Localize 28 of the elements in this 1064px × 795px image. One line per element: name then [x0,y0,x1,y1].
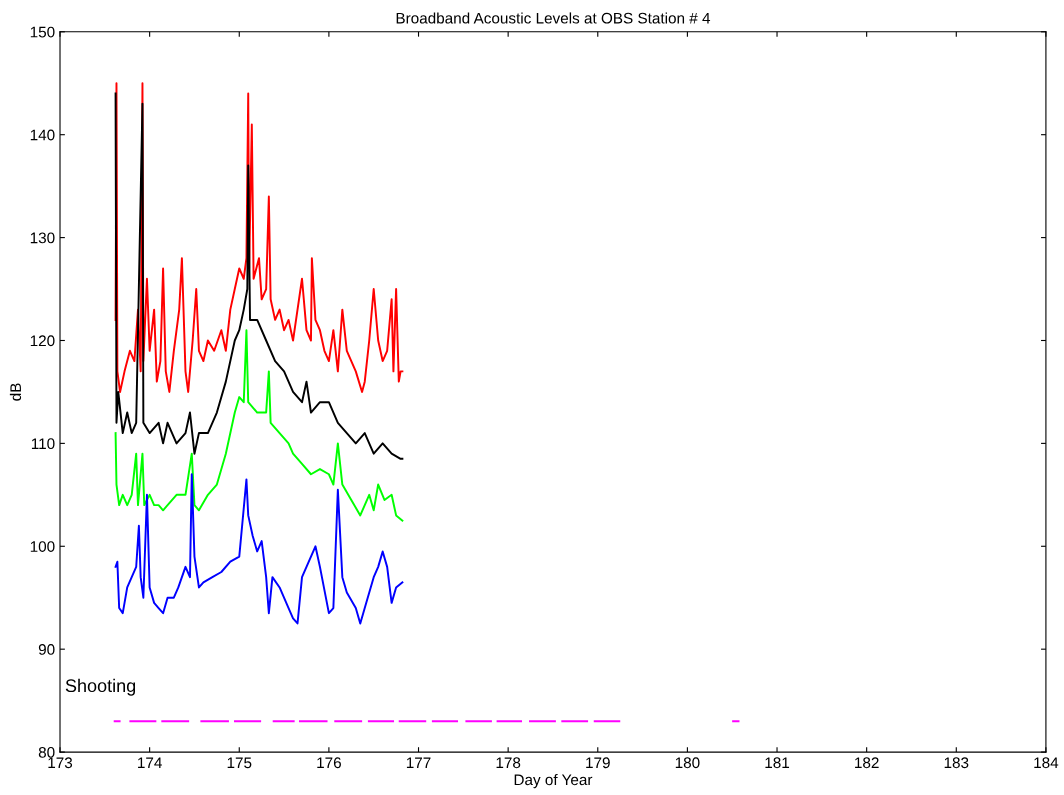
x-tick-label: 181 [765,757,790,769]
chart-title: Broadband Acoustic Levels at OBS Station # 4 [396,12,711,24]
y-tick-label: 100 [30,541,55,552]
x-tick-label: 173 [48,757,73,769]
x-tick-label: 184 [1034,757,1059,769]
y-tick-label: 150 [30,26,55,38]
x-tick-label: 180 [675,757,700,769]
y-tick-label: 80 [38,746,55,758]
x-tick-label: 182 [855,757,879,769]
x-tick-label: 178 [496,757,521,769]
x-tick-label: 174 [138,757,162,768]
x-tick-label: 177 [406,757,431,768]
line-series [114,329,404,522]
x-tick-label: 179 [586,757,610,769]
x-tick-label: 175 [227,757,252,769]
x-axis-title: Day of Year [514,773,593,789]
line-series [114,473,404,625]
y-tick-label: 130 [30,232,55,244]
y-axis-title: dB [9,383,22,401]
line-series [114,92,404,460]
x-tick-label: 183 [944,757,969,769]
y-tick-label: 140 [30,129,55,141]
line-series [114,82,404,393]
y-tick-label: 110 [31,438,55,450]
annotation: Shooting [65,678,136,696]
y-tick-label: 90 [38,644,55,655]
x-tick-label: 176 [317,757,341,769]
y-tick-label: 120 [30,335,55,347]
